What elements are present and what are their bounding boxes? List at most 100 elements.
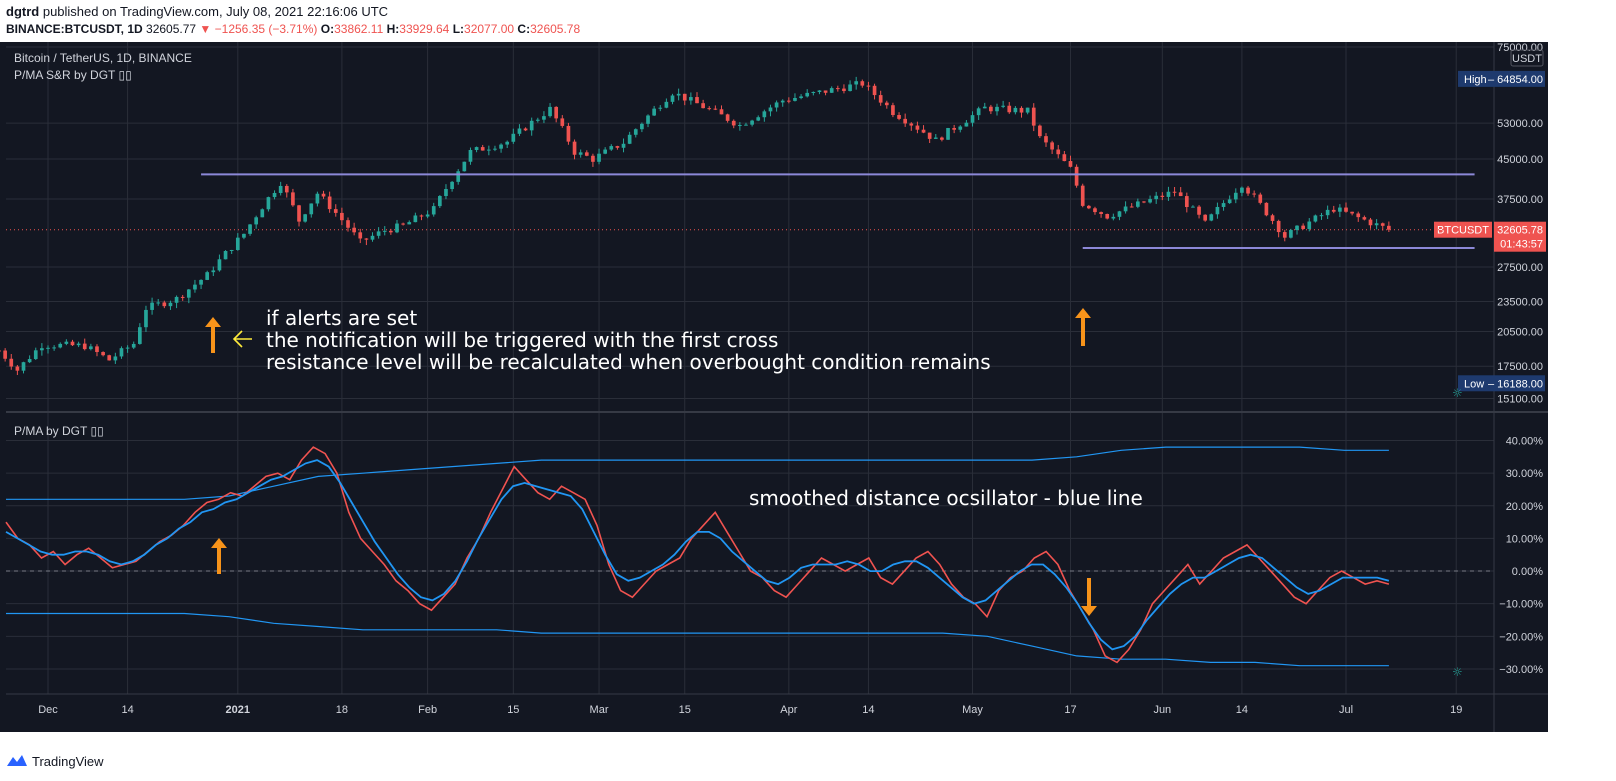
candle-body xyxy=(842,88,846,92)
candle-body xyxy=(1295,225,1299,231)
symbol-tag-label: BTCUSDT xyxy=(1437,225,1489,237)
oscillator-tick-label: 30.00% xyxy=(1506,468,1544,480)
candle-body xyxy=(535,119,540,121)
candle-body xyxy=(621,143,626,148)
countdown-value: 01:43:57 xyxy=(1500,239,1543,251)
candle-body xyxy=(872,85,877,96)
candle-body xyxy=(1056,149,1061,155)
oscillator-tick-label: 0.00% xyxy=(1512,566,1543,578)
candle-body xyxy=(664,101,669,108)
low-label: Low xyxy=(1464,378,1484,390)
candle-body xyxy=(1044,136,1048,143)
candle-body xyxy=(529,120,534,131)
candle-body xyxy=(119,348,124,357)
left-arrow-icon xyxy=(232,330,252,348)
oscillator-tick-label: −30.00% xyxy=(1499,664,1543,676)
candle-body xyxy=(878,95,883,103)
candle-body xyxy=(486,149,491,151)
candle-body xyxy=(627,134,632,144)
candle-body xyxy=(297,205,301,222)
candle-body xyxy=(1276,220,1281,233)
candle-body xyxy=(511,133,516,142)
up-arrow-icon-head xyxy=(1075,308,1091,318)
candle-body xyxy=(358,232,363,239)
time-tick-label: 17 xyxy=(1064,704,1076,716)
candle-body xyxy=(382,230,387,232)
candle-body xyxy=(670,95,675,102)
candle-body xyxy=(254,217,259,225)
candle-body xyxy=(376,231,381,236)
open-label: O: xyxy=(320,22,335,36)
price-tick-label: 23500.00 xyxy=(1497,297,1543,309)
candle-body xyxy=(52,347,56,349)
oscillator-annotation: smoothed distance ocsillator - blue line xyxy=(749,486,1143,510)
up-arrow-icon-head xyxy=(205,317,221,327)
candle-body xyxy=(523,128,528,131)
price-tick-label: 17500.00 xyxy=(1497,361,1543,373)
candle-body xyxy=(1282,232,1287,238)
candle-body xyxy=(1368,219,1373,226)
candle-body xyxy=(682,93,687,101)
time-tick-label: Mar xyxy=(590,704,609,716)
candle-body xyxy=(1123,206,1128,212)
candle-body xyxy=(695,97,699,104)
chart-background xyxy=(0,42,1616,742)
footer: TradingView xyxy=(0,742,1616,781)
candle-body xyxy=(462,161,467,172)
candle-body xyxy=(970,115,975,123)
time-tick-label: 14 xyxy=(121,704,133,716)
time-tick-label: Apr xyxy=(780,704,797,716)
candle-body xyxy=(1129,206,1134,208)
oscillator-axis: 40.00% 30.00% 20.00% 10.00% 0.00% −10.00% −20.… xyxy=(1499,436,1543,676)
oscillator-tick-label: 10.00% xyxy=(1506,533,1544,545)
candle-body xyxy=(174,296,179,303)
symbol-line: BINANCE:BTCUSDT, 1D xyxy=(6,22,143,36)
candle-body xyxy=(1172,191,1177,193)
price-tick-label: 27500.00 xyxy=(1497,262,1543,274)
candle-body xyxy=(835,88,840,90)
candle-body xyxy=(1197,206,1201,215)
candle-body xyxy=(272,192,277,198)
candle-body xyxy=(1154,195,1159,200)
time-tick-label: 14 xyxy=(862,704,874,716)
price-tick-label: 53000.00 xyxy=(1497,118,1543,130)
candle-body xyxy=(186,289,191,298)
candle-body xyxy=(278,185,283,193)
candle-body xyxy=(480,147,485,151)
candle-body xyxy=(1227,199,1232,204)
ohlc-line: BINANCE:BTCUSDT, 1D 32605.77 ▼ −1256.35 … xyxy=(6,22,580,36)
candle-body xyxy=(266,197,271,210)
candle-body xyxy=(321,193,326,197)
time-tick-label: Dec xyxy=(38,704,58,716)
candle-body xyxy=(811,91,816,93)
candle-body xyxy=(413,215,418,223)
candle-body xyxy=(756,117,761,121)
candle-body xyxy=(499,144,503,149)
chart-canvas[interactable]: 75000.00 53000.00 45000.00 37500.00 27500.00… xyxy=(0,42,1616,742)
tradingview-brand[interactable]: TradingView xyxy=(32,754,104,769)
price-indicator-label: P/MA S&R by DGT ▯▯ xyxy=(14,68,132,82)
candle-body xyxy=(884,102,889,106)
candle-body xyxy=(333,209,338,213)
candle-body xyxy=(156,302,161,304)
author-name[interactable]: dgtrd xyxy=(6,4,40,19)
price-pane-title: Bitcoin / TetherUS, 1D, BINANCE xyxy=(14,51,192,65)
high-label: H: xyxy=(386,22,400,36)
candle-body xyxy=(1233,192,1238,200)
candle-body xyxy=(719,109,724,115)
time-tick-label: 18 xyxy=(336,704,348,716)
candle-body xyxy=(676,93,681,96)
candle-body xyxy=(389,230,393,233)
candle-body xyxy=(89,346,93,350)
candle-body xyxy=(346,220,350,228)
candle-body xyxy=(1344,207,1348,212)
candle-body xyxy=(995,106,999,112)
candle-body xyxy=(303,214,307,222)
candle-body xyxy=(848,84,852,92)
last-price-tag xyxy=(1494,221,1546,252)
time-tick-label: Jun xyxy=(1153,704,1171,716)
time-tick-label: 2021 xyxy=(226,704,250,716)
candle-body xyxy=(40,348,44,351)
candle-body xyxy=(1166,191,1171,197)
candle-body xyxy=(1050,142,1054,150)
